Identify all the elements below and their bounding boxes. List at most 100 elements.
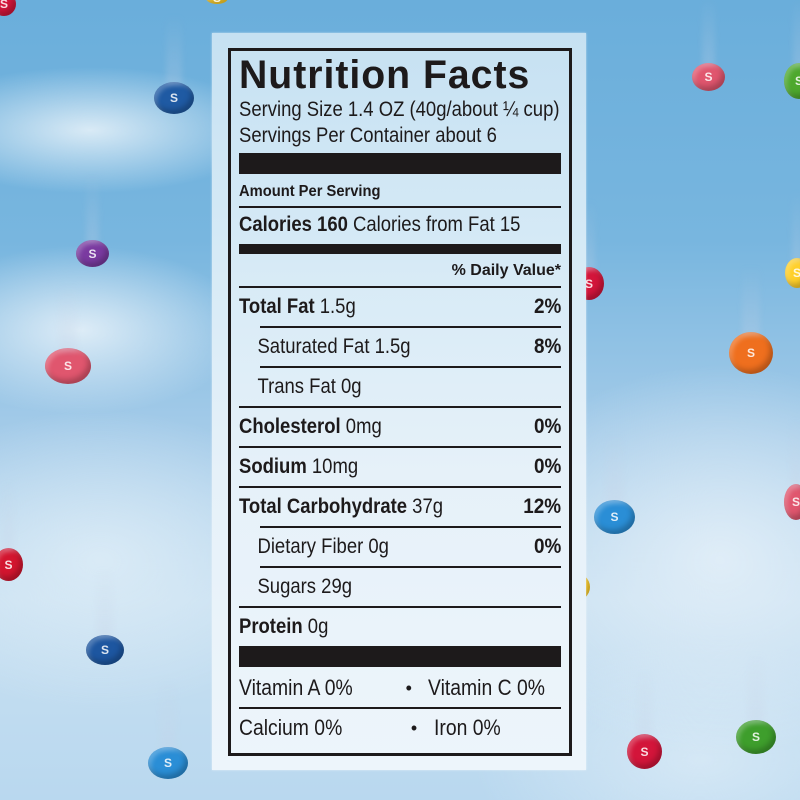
divider bbox=[260, 566, 561, 568]
candy-icon: S bbox=[784, 484, 800, 520]
candy-letter: S bbox=[792, 266, 800, 280]
candy-letter: S bbox=[751, 730, 760, 744]
nutrient-row: Dietary Fiber 0g 0% bbox=[239, 528, 561, 566]
candy-letter: S bbox=[746, 346, 755, 360]
vitamin-right-cell: Vitamin C 0% bbox=[428, 675, 561, 701]
candy-letter: S bbox=[213, 0, 221, 5]
nutrient-list: Total Fat 1.5g 2% Saturated Fat 1.5g 8% Tran… bbox=[239, 288, 561, 646]
serving-size: Serving Size 1.4 OZ (40g/about ¼ cup) bbox=[239, 98, 560, 121]
divider bbox=[239, 486, 561, 488]
nutrient-label: Sodium bbox=[239, 455, 307, 478]
nutrient-amount: 29g bbox=[316, 575, 353, 598]
divider bbox=[239, 707, 561, 709]
candy-icon: S bbox=[692, 63, 725, 91]
nutrient-label: Saturated Fat bbox=[257, 335, 370, 358]
nutrient-amount: 1.5g bbox=[369, 335, 411, 358]
divider bbox=[260, 326, 561, 328]
nutrient-label: Total Carbohydrate bbox=[239, 495, 408, 518]
servings-per-container: Servings Per Container about 6 bbox=[239, 124, 497, 147]
bullet-icon: • bbox=[405, 677, 412, 698]
nutrient-amount: 0mg bbox=[340, 415, 382, 438]
vitamin-right: Iron 0% bbox=[434, 715, 501, 740]
bullet-icon: • bbox=[410, 717, 418, 738]
vitamin-row: Calcium 0% • Iron 0% bbox=[239, 709, 561, 747]
candy-icon: S bbox=[0, 548, 23, 581]
nutrient-row: Saturated Fat 1.5g 8% bbox=[239, 328, 561, 366]
candy-icon: S bbox=[627, 734, 662, 769]
nutrient-row: Protein 0g bbox=[239, 608, 561, 646]
thick-divider bbox=[239, 153, 561, 174]
candy-letter: S bbox=[163, 756, 172, 770]
nutrient-row: Sugars 29g bbox=[239, 568, 561, 606]
candy-icon: S bbox=[45, 348, 91, 384]
nutrient-amount: 37g bbox=[407, 495, 444, 518]
nutrient-name: Total Fat 1.5g bbox=[239, 295, 356, 319]
nutrient-row: Cholesterol 0mg 0% bbox=[239, 408, 561, 446]
divider bbox=[239, 446, 561, 448]
candy-letter: S bbox=[169, 91, 178, 105]
label-title: Nutrition Facts bbox=[239, 53, 531, 97]
nutrient-amount: 0g bbox=[363, 535, 389, 558]
daily-value-percent: 2% bbox=[533, 295, 561, 318]
divider bbox=[239, 286, 561, 288]
candy-icon: S bbox=[154, 82, 194, 114]
nutrient-amount: 10mg bbox=[306, 455, 359, 478]
candy-letter: S bbox=[100, 643, 109, 657]
candy-letter: S bbox=[4, 557, 13, 572]
calories-from-fat: Calories from Fat 15 bbox=[347, 213, 521, 236]
vitamin-left: Vitamin A 0% bbox=[239, 675, 353, 700]
vitamin-right: Vitamin C 0% bbox=[428, 675, 546, 700]
daily-value-percent: 0% bbox=[533, 535, 561, 558]
candy-letter: S bbox=[0, 0, 8, 11]
nutrient-name: Protein 0g bbox=[239, 615, 328, 639]
nutrient-label: Sugars bbox=[257, 575, 317, 598]
divider bbox=[239, 206, 561, 208]
vitamin-left-cell: Calcium 0% bbox=[239, 715, 394, 741]
amount-per-serving-heading: Amount Per Serving bbox=[239, 183, 381, 200]
candy-letter: S bbox=[704, 70, 713, 84]
thick-divider bbox=[239, 646, 561, 667]
nutrient-name: Dietary Fiber 0g bbox=[239, 535, 389, 559]
vitamin-list: Vitamin A 0% • Vitamin C 0% Calcium 0% • Iron… bbox=[239, 669, 561, 747]
nutrient-name: Sodium 10mg bbox=[239, 455, 358, 479]
nutrient-row: Total Fat 1.5g 2% bbox=[239, 288, 561, 326]
daily-value-heading: % Daily Value* bbox=[451, 262, 561, 279]
vitamin-left-cell: Vitamin A 0% bbox=[239, 675, 389, 701]
nutrient-row: Trans Fat 0g bbox=[239, 368, 561, 406]
candy-icon: S bbox=[736, 720, 776, 754]
nutrition-facts-label: Nutrition Facts Serving Size 1.4 OZ (40g… bbox=[228, 48, 572, 756]
nutrient-name: Sugars 29g bbox=[239, 575, 352, 599]
candy-letter: S bbox=[88, 246, 97, 261]
candy-icon: S bbox=[86, 635, 124, 665]
candy-icon: S bbox=[0, 0, 16, 16]
calories-row: Calories 160 Calories from Fat 15 bbox=[239, 208, 522, 242]
candy-icon: S bbox=[76, 240, 109, 267]
candy-letter: S bbox=[791, 495, 800, 509]
divider bbox=[239, 606, 561, 608]
nutrient-label: Dietary Fiber bbox=[257, 535, 364, 558]
nutrient-label: Protein bbox=[239, 615, 303, 638]
nutrient-amount: 0g bbox=[335, 375, 362, 398]
nutrient-amount: 0g bbox=[302, 615, 329, 638]
candy-icon: S bbox=[206, 0, 228, 5]
daily-value-percent: 0% bbox=[533, 415, 561, 438]
divider bbox=[260, 526, 561, 528]
nutrient-row: Sodium 10mg 0% bbox=[239, 448, 561, 486]
nutrient-name: Cholesterol 0mg bbox=[239, 415, 382, 439]
vitamin-left: Calcium 0% bbox=[239, 715, 343, 740]
candy-icon: S bbox=[594, 500, 635, 534]
candy-letter: S bbox=[584, 276, 593, 291]
nutrient-name: Trans Fat 0g bbox=[239, 375, 362, 399]
nutrient-name: Total Carbohydrate 37g bbox=[239, 495, 443, 519]
candy-letter: S bbox=[794, 74, 800, 88]
calories-value: Calories 160 bbox=[239, 213, 348, 236]
vitamin-row: Vitamin A 0% • Vitamin C 0% bbox=[239, 669, 561, 707]
candy-icon: S bbox=[784, 63, 800, 99]
nutrient-label: Trans Fat bbox=[257, 375, 336, 398]
nutrient-row: Total Carbohydrate 37g 12% bbox=[239, 488, 561, 526]
medium-divider bbox=[239, 244, 561, 254]
candy-icon: S bbox=[785, 258, 800, 288]
divider bbox=[239, 406, 561, 408]
nutrient-label: Total Fat bbox=[239, 295, 315, 318]
nutrient-label: Cholesterol bbox=[239, 415, 341, 438]
